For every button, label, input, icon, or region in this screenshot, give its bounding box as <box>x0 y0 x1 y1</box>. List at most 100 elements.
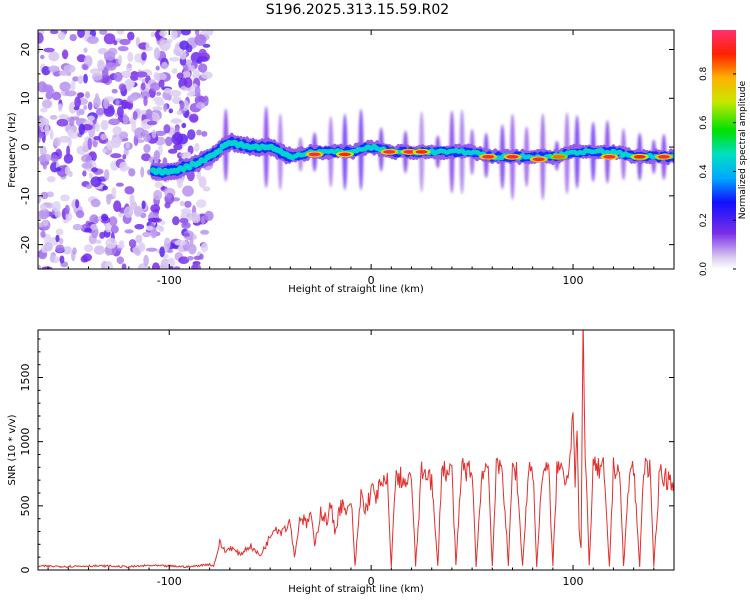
noise-blob <box>119 38 131 46</box>
noise-blob <box>181 221 191 229</box>
noise-blob <box>93 245 105 255</box>
noise-blob <box>127 51 134 63</box>
noise-blob <box>181 122 187 129</box>
noise-blob <box>203 95 209 107</box>
noise-blob <box>180 30 191 36</box>
noise-blob <box>153 189 163 201</box>
noise-blob <box>194 85 201 97</box>
noise-blob <box>41 266 53 269</box>
colorbar-tick-label: 0.2 <box>699 213 709 227</box>
noise-blob <box>124 186 135 195</box>
noise-blob <box>55 228 64 236</box>
noise-blob <box>116 256 125 265</box>
noise-blob <box>198 48 207 58</box>
noise-blob <box>155 65 160 71</box>
noise-blob <box>90 176 102 187</box>
noise-blob <box>141 129 149 137</box>
noise-blob <box>160 220 166 226</box>
noise-blob <box>134 223 145 230</box>
colorbar-tick-label: 0.8 <box>699 66 709 81</box>
noise-blob <box>88 172 93 179</box>
noise-blob <box>87 137 93 150</box>
noise-blob <box>111 187 117 198</box>
noise-blob <box>99 30 108 35</box>
noise-blob <box>153 72 160 81</box>
noise-blob <box>143 95 148 107</box>
noise-blob <box>47 176 56 183</box>
noise-blob <box>143 144 151 153</box>
noise-blob <box>39 145 47 157</box>
noise-blob <box>197 56 208 62</box>
peak <box>633 155 646 159</box>
noise-blob <box>41 66 51 76</box>
noise-blob <box>91 167 98 173</box>
noise-blob <box>111 88 118 94</box>
y-tick-label: 0 <box>19 144 32 151</box>
noise-blob <box>83 105 88 110</box>
noise-blob <box>161 61 169 70</box>
noise-blob <box>163 87 172 94</box>
noise-blob <box>60 194 70 202</box>
noise-blob <box>193 255 202 261</box>
noise-blob <box>173 131 182 142</box>
noise-blob <box>118 83 127 91</box>
noise-blob <box>40 107 48 113</box>
noise-blob <box>108 216 118 227</box>
noise-blob <box>101 213 109 222</box>
noise-blob <box>204 210 214 221</box>
y-tick-label: 20 <box>19 43 32 57</box>
noise-blob <box>176 110 182 116</box>
noise-blob <box>43 233 52 245</box>
y-tick-label: 500 <box>19 495 32 516</box>
noise-blob <box>104 169 110 181</box>
noise-blob <box>194 143 200 152</box>
snr-series-line <box>38 330 674 569</box>
noise-blob <box>172 216 180 226</box>
colorbar-gradient <box>712 30 736 269</box>
noise-blob <box>202 43 211 48</box>
noise-blob <box>38 155 47 163</box>
peak <box>532 157 545 162</box>
noise-blob <box>128 239 137 248</box>
noise-blob <box>116 244 125 249</box>
peak <box>482 155 495 159</box>
noise-blob <box>74 96 81 108</box>
noise-blob <box>81 154 92 163</box>
y-tick-label: 0 <box>19 567 32 574</box>
noise-blob <box>169 57 180 62</box>
noise-blob <box>83 257 89 263</box>
noise-blob <box>41 99 53 109</box>
noise-blob <box>38 222 44 228</box>
peak <box>338 152 351 157</box>
peak <box>506 155 519 159</box>
noise-blob <box>104 261 113 269</box>
noise-blob <box>196 169 201 181</box>
noise-blob <box>116 30 125 35</box>
noise-blob <box>153 150 160 162</box>
x-tick-label: 0 <box>368 274 375 287</box>
noise-blob <box>166 249 174 253</box>
y-tick-label: 1000 <box>19 428 32 456</box>
noise-blob <box>39 208 50 220</box>
noise-blob <box>59 255 65 264</box>
noise-blob <box>145 247 158 252</box>
noise-blob <box>38 44 41 54</box>
noise-blob <box>153 96 164 103</box>
noise-blob <box>198 176 207 189</box>
noise-blob <box>143 254 149 267</box>
noise-blob <box>192 234 197 240</box>
noise-blob <box>97 59 105 72</box>
noise-blob <box>132 111 138 120</box>
noise-blob <box>100 74 110 84</box>
y-tick-label: 10 <box>19 91 32 105</box>
noise-blob <box>180 208 192 215</box>
noise-blob <box>113 40 118 46</box>
noise-blob <box>118 212 123 218</box>
noise-blob <box>200 229 210 235</box>
noise-blob <box>182 70 191 79</box>
noise-blob <box>141 91 150 99</box>
noise-blob <box>153 47 161 59</box>
noise-blob <box>156 91 162 96</box>
noise-blob <box>38 195 41 204</box>
